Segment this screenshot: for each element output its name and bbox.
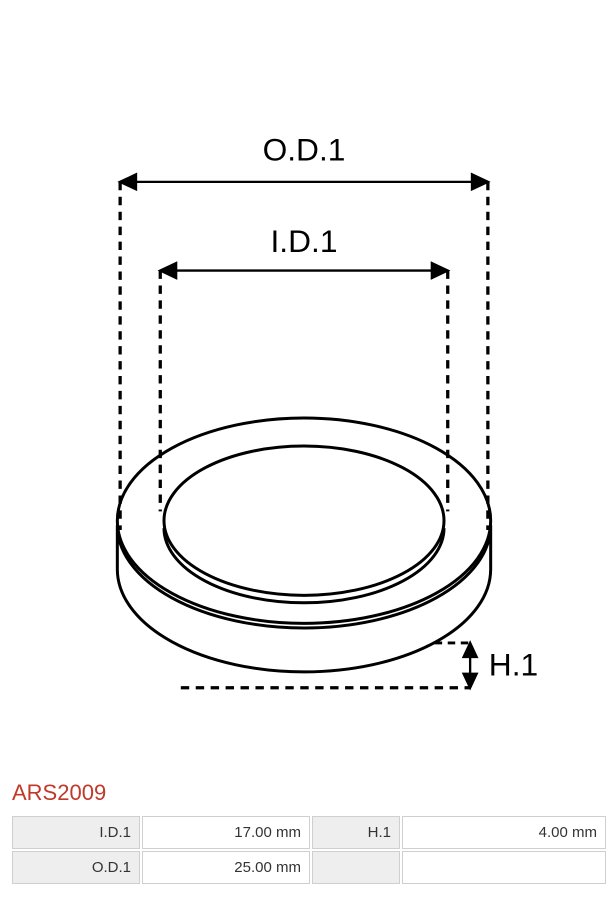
spec-label: I.D.1	[12, 816, 140, 849]
spec-table: I.D.1 17.00 mm H.1 4.00 mm O.D.1 25.00 m…	[10, 814, 608, 886]
ring-diagram-svg: O.D.1 I.D.1	[24, 25, 584, 755]
od-label: O.D.1	[263, 131, 346, 167]
part-code: ARS2009	[12, 780, 608, 806]
id-label: I.D.1	[271, 223, 338, 259]
spec-value: 25.00 mm	[142, 851, 310, 884]
spec-value	[402, 851, 606, 884]
table-row: I.D.1 17.00 mm H.1 4.00 mm	[12, 816, 606, 849]
table-row: O.D.1 25.00 mm	[12, 851, 606, 884]
ring-body	[117, 418, 490, 672]
technical-diagram: O.D.1 I.D.1	[0, 0, 608, 780]
id-indicator	[160, 263, 447, 278]
h-indicator	[464, 643, 477, 688]
spec-value: 17.00 mm	[142, 816, 310, 849]
spec-label	[312, 851, 400, 884]
spec-label: O.D.1	[12, 851, 140, 884]
spec-label: H.1	[312, 816, 400, 849]
h-label: H.1	[489, 647, 538, 683]
od-indicator	[120, 174, 488, 189]
spec-value: 4.00 mm	[402, 816, 606, 849]
